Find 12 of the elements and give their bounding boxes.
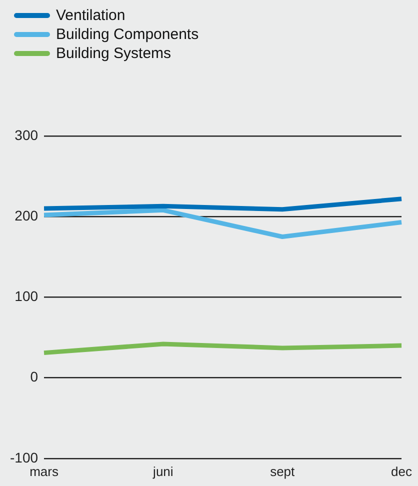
x-tick-label: mars [30,464,59,479]
y-tick-label: 100 [14,288,38,304]
legend-label: Building Systems [56,45,172,62]
legend-label: Ventilation [56,7,126,24]
y-tick-label: 0 [30,368,38,385]
x-tick-label: dec [391,464,412,479]
y-tick-label: -100 [10,449,38,466]
y-tick-label: 300 [14,126,38,143]
y-tick-label: 200 [14,207,38,224]
legend-label: Building Components [56,26,199,43]
x-tick-label: juni [152,464,174,479]
x-tick-label: sept [270,464,296,479]
